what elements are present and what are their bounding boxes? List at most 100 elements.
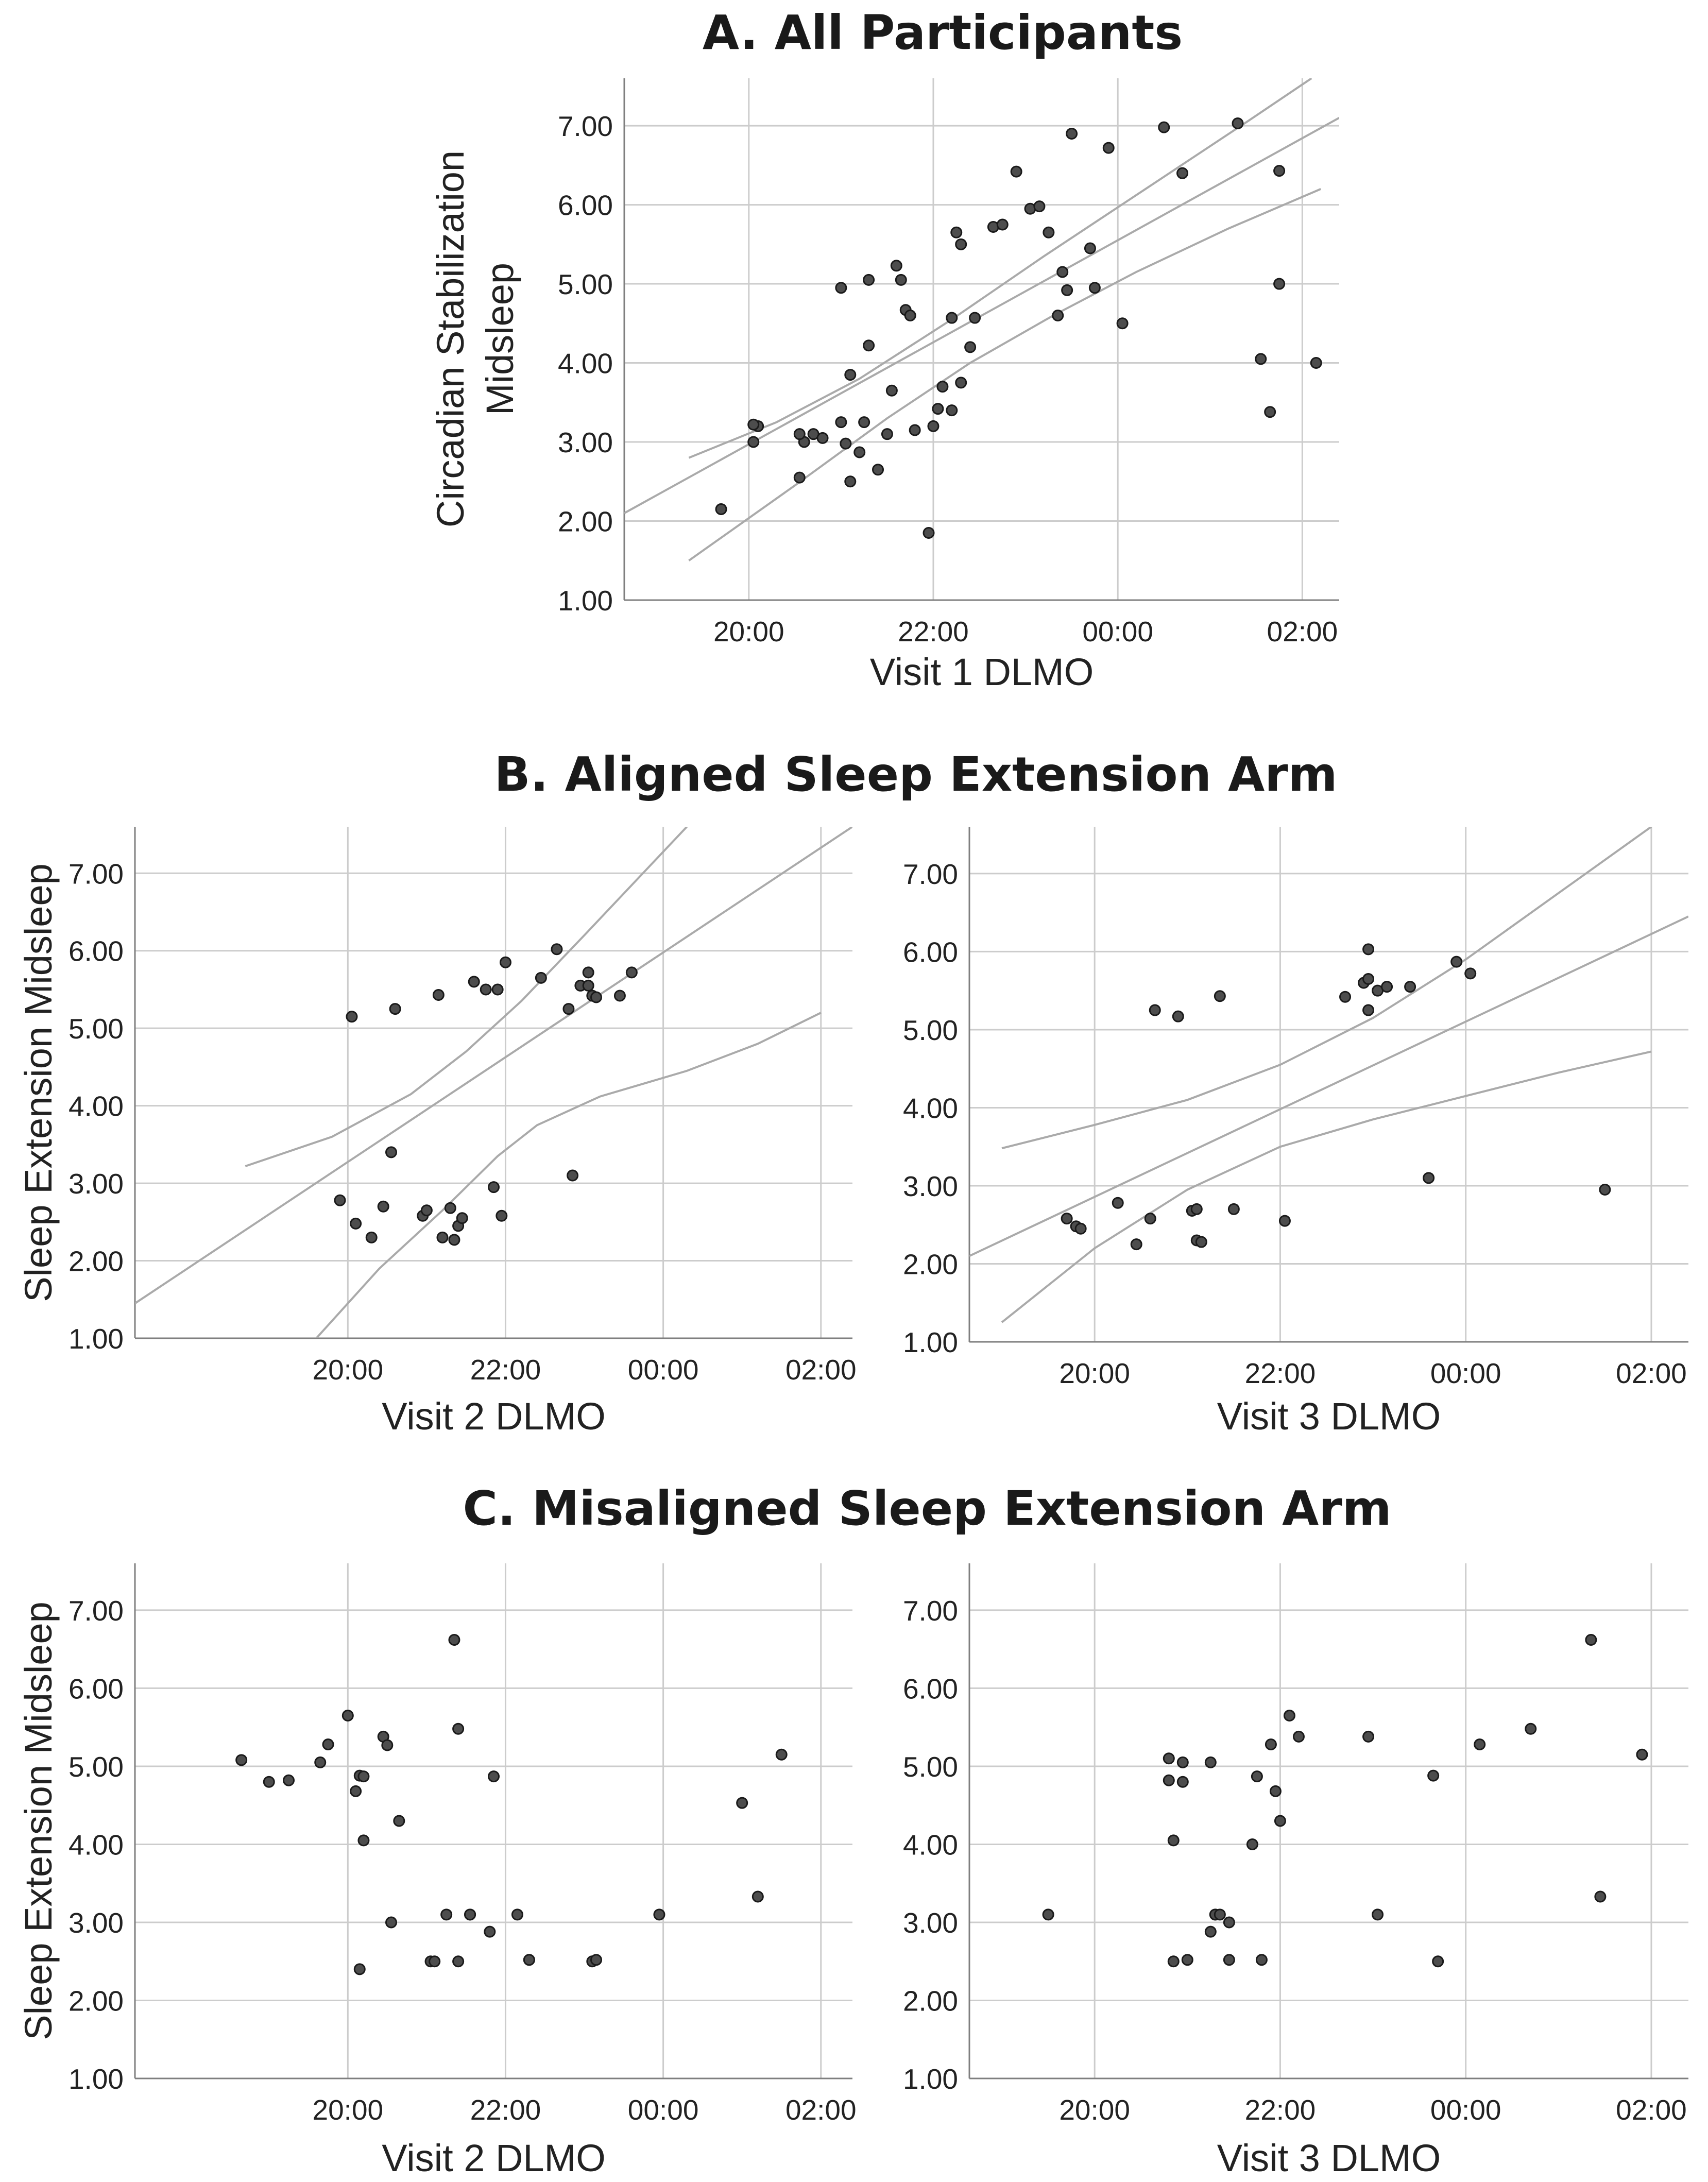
data-point <box>1362 973 1375 985</box>
data-point <box>448 1633 460 1646</box>
ci-lower-curve <box>315 1012 822 1338</box>
data-point <box>625 966 638 979</box>
data-point <box>523 1954 535 1966</box>
regression-line <box>624 116 1339 514</box>
y-tick-label: 2.00 <box>558 506 613 538</box>
x-tick-label: 00:00 <box>1430 1357 1501 1389</box>
y-tick-label: 4.00 <box>558 348 613 380</box>
data-point <box>1636 1748 1648 1761</box>
y-tick-label: 3.00 <box>69 1907 124 1939</box>
data-point <box>1033 200 1046 213</box>
data-point <box>1423 1172 1435 1184</box>
data-point <box>872 464 884 476</box>
data-point <box>1278 1215 1291 1227</box>
data-point <box>751 1890 764 1903</box>
data-point <box>1043 226 1055 238</box>
data-point <box>444 1202 456 1214</box>
data-point <box>1381 981 1393 993</box>
data-point <box>1292 1730 1305 1743</box>
x-tick-label: 00:00 <box>1430 2094 1501 2126</box>
data-point <box>955 377 967 389</box>
data-points <box>334 943 638 1246</box>
data-point <box>341 1709 354 1721</box>
data-point <box>946 312 958 324</box>
data-point <box>350 1785 362 1797</box>
y-tick-label: 3.00 <box>903 1170 958 1202</box>
data-point <box>863 274 875 286</box>
x-tick-label: 22:00 <box>1245 1357 1316 1389</box>
data-point <box>582 979 594 992</box>
y-tick-label: 1.00 <box>69 1323 124 1355</box>
x-tick-label: 22:00 <box>470 2094 541 2126</box>
y-tick-label: 2.00 <box>903 1985 958 2017</box>
y-tick-label: 7.00 <box>69 858 124 890</box>
y-tick-label: 7.00 <box>558 110 613 142</box>
ci-lower-curve <box>1001 1050 1652 1323</box>
x-tick-label: 20:00 <box>1059 2094 1130 2126</box>
x-tick-label: 00:00 <box>628 1354 699 1386</box>
x-tick-label: 00:00 <box>628 2094 699 2126</box>
y-axis-label: Midsleep <box>479 263 521 415</box>
y-tick-label: 3.00 <box>558 427 613 458</box>
ci-upper-curve <box>688 78 1312 459</box>
data-point <box>235 1754 248 1766</box>
data-point <box>464 1908 476 1921</box>
data-point <box>1214 990 1226 1002</box>
data-point <box>1167 1834 1180 1847</box>
data-point <box>1273 278 1286 290</box>
data-point <box>1274 1815 1286 1827</box>
data-point <box>1190 1203 1203 1215</box>
data-point <box>484 1925 496 1938</box>
data-point <box>1084 242 1096 254</box>
data-point <box>1265 1738 1277 1751</box>
data-points <box>1042 1633 1648 1968</box>
data-point <box>969 312 981 324</box>
data-point <box>1181 1954 1193 1966</box>
ci-upper-curve <box>1001 827 1652 1150</box>
data-point <box>1172 1010 1184 1022</box>
data-point <box>1195 1236 1207 1248</box>
data-point <box>904 309 916 321</box>
y-tick-label: 7.00 <box>69 1595 124 1627</box>
y-tick-label: 7.00 <box>903 1595 958 1627</box>
data-point <box>793 471 806 484</box>
y-tick-label: 6.00 <box>69 935 124 967</box>
data-point <box>1204 1925 1217 1938</box>
data-point <box>885 384 898 397</box>
x-tick-label: 20:00 <box>312 2094 383 2126</box>
data-point <box>456 1212 468 1224</box>
data-point <box>1158 121 1170 133</box>
data-point <box>923 527 935 539</box>
ci-upper-curve <box>245 827 688 1167</box>
data-point <box>1362 1730 1375 1743</box>
data-point <box>1214 1908 1226 1921</box>
regression-line <box>135 827 852 1304</box>
data-point <box>1010 165 1022 178</box>
data-point <box>1525 1723 1537 1735</box>
y-tick-label: 2.00 <box>69 1985 124 2017</box>
y-tick-label: 4.00 <box>903 1092 958 1124</box>
data-point <box>377 1200 389 1213</box>
fit-lines <box>135 827 852 1338</box>
data-point <box>452 1723 465 1735</box>
y-tick-label: 6.00 <box>558 190 613 221</box>
x-tick-label: 22:00 <box>470 1354 541 1386</box>
data-point <box>1264 406 1276 418</box>
x-tick-label: 00:00 <box>1082 616 1153 647</box>
y-tick-label: 3.00 <box>903 1907 958 1939</box>
data-point <box>1255 1954 1268 1966</box>
data-point <box>1585 1633 1597 1646</box>
data-point <box>1594 1890 1607 1903</box>
data-point <box>314 1756 327 1768</box>
data-point <box>653 1908 665 1921</box>
ci-lower-curve <box>688 188 1321 561</box>
data-point <box>1163 1752 1175 1765</box>
data-point <box>448 1234 460 1246</box>
data-point <box>381 1739 394 1751</box>
data-point <box>1599 1184 1611 1196</box>
section-c-title: C. Misaligned Sleep Extension Arm <box>463 1481 1391 1536</box>
data-point <box>357 1770 370 1783</box>
data-point <box>1464 967 1477 980</box>
data-point <box>1283 1709 1295 1721</box>
